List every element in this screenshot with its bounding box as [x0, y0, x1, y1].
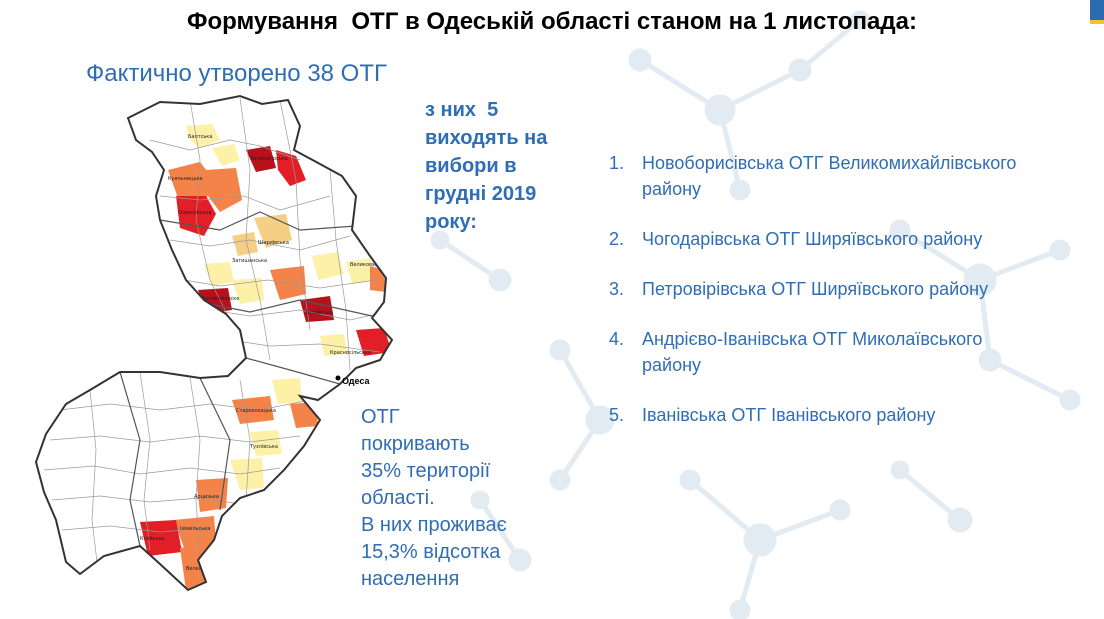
svg-text:Ізмаїльська: Ізмаїльська: [180, 526, 210, 532]
coverage-stats: ОТГ покривають 35% території області. В …: [361, 404, 507, 593]
city-label: Одеса: [342, 376, 370, 386]
svg-text:Старокозацька: Старокозацька: [236, 408, 276, 414]
list-item: 2. Чогодарівська ОТГ Ширяївського району: [609, 229, 983, 249]
svg-text:Тузлівська: Тузлівська: [249, 444, 278, 450]
community-labels: Балтська Зеленогірська Куяльницька Олекс…: [140, 134, 405, 572]
election-note: з них 5 виходять на вибори в грудні 2019…: [425, 99, 548, 233]
list-item: 1. Новоборисівська ОТГ Великомихайлівськ…: [609, 153, 1017, 199]
district-boundaries: [43, 97, 387, 571]
svg-text:Затишанська: Затишанська: [232, 258, 267, 264]
city-marker-icon: [335, 375, 341, 381]
district-boundaries-major: [119, 211, 373, 547]
svg-text:Ширяївська: Ширяївська: [258, 240, 289, 246]
svg-text:Кілійська: Кілійська: [140, 535, 165, 542]
svg-text:Великоплоске: Великоплоске: [202, 296, 239, 302]
stats-line: ОТГ: [361, 406, 400, 428]
svg-text:Арцизька: Арцизька: [194, 494, 219, 500]
stats-line: 35% території: [361, 460, 491, 482]
corner-accent-yellow: [1090, 20, 1104, 24]
svg-text:Красносільська: Красносільська: [330, 350, 371, 356]
stats-line: населення: [361, 568, 460, 590]
corner-accent: [1090, 0, 1104, 20]
list-item: 5. Іванівська ОТГ Іванівського району: [609, 405, 936, 425]
svg-text:Біляївська: Біляївська: [306, 310, 333, 316]
svg-text:Зеленогірська: Зеленогірська: [250, 156, 288, 162]
svg-text:Олексіївська: Олексіївська: [178, 210, 211, 216]
stats-line: В них проживає: [361, 514, 507, 536]
election-list: 1. Новоборисівська ОТГ Великомихайлівськ…: [609, 150, 1089, 428]
list-item: 3. Петровірівська ОТГ Ширяївського район…: [609, 279, 989, 299]
svg-text:Балтська: Балтська: [188, 134, 212, 140]
stats-line: області.: [361, 487, 435, 509]
page-title: Формування ОТГ в Одеській області станом…: [187, 8, 917, 35]
list-item: 4. Андрієво-Іванівська ОТГ Миколаївськог…: [609, 329, 983, 375]
svg-text:Куяльницька: Куяльницька: [168, 176, 203, 182]
svg-text:Великомихайлівська: Великомихайлівська: [350, 261, 405, 268]
stats-line: покривають: [361, 433, 470, 455]
page-subtitle: Фактично утворено 38 ОТГ: [86, 60, 388, 87]
stats-line: 15,3% відсотка: [361, 541, 501, 563]
